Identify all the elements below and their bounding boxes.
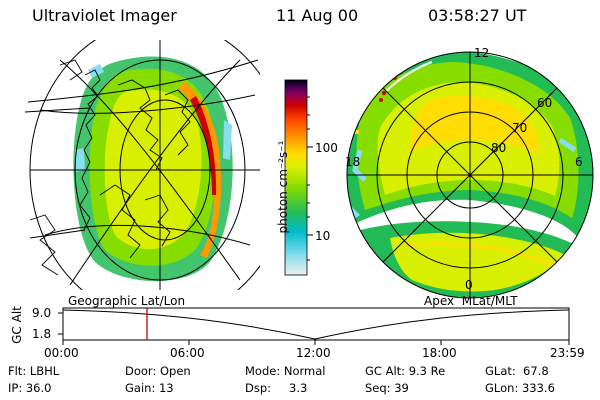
colorbar-unit-label: photon cm⁻²s⁻¹ (276, 140, 290, 234)
orbit-xtick-3: 18:00 (422, 346, 457, 360)
orbit-xtick-1: 06:00 (170, 346, 205, 360)
seq-info: Seq: 39 (365, 381, 409, 395)
mlat-label-70: 70 (512, 121, 528, 135)
colorbar (284, 79, 308, 276)
mlt-label-12: 12 (474, 46, 490, 60)
right-map-caption: Apex MLat/MLT (424, 294, 518, 308)
geographic-map (27, 40, 260, 290)
polar-grid (346, 51, 594, 299)
mlt-label-18: 18 (345, 155, 361, 169)
altitude-curve (62, 309, 570, 340)
orbit-ytick-high: 9.0 (32, 306, 52, 320)
glon-info: GLon: 333.6 (485, 381, 555, 395)
dsp-label: Dsp: (245, 381, 272, 395)
orbit-ylabel: GC Alt (10, 306, 24, 344)
filter-info: Flt: LBHL (8, 364, 60, 378)
mlat-label-60: 60 (537, 96, 553, 110)
orbit-plot-frame (62, 307, 570, 341)
left-map-caption: Geographic Lat/Lon (68, 294, 186, 308)
coastlines (29, 59, 191, 276)
orbit-xtick-2: 12:00 (296, 346, 331, 360)
mlt-label-0: 0 (465, 278, 473, 292)
dsp-value: 3.3 (289, 381, 308, 395)
gain-info: Gain: 13 (125, 381, 174, 395)
colorbar-tick-10: 10 (315, 229, 331, 243)
ip-info: IP: 36.0 (8, 381, 52, 395)
orbit-ytick-low: 1.8 (32, 327, 52, 341)
mlt-label-6: 6 (575, 155, 583, 169)
date-label: 11 Aug 00 (276, 6, 359, 25)
orbit-xtick-4: 23:59 (550, 346, 585, 360)
gc-alt-info: GC Alt: 9.3 Re (365, 364, 446, 378)
door-info: Door: Open (125, 364, 191, 378)
mlat-label-80: 80 (491, 141, 507, 155)
orbit-xtick-0: 00:00 (44, 346, 79, 360)
image-speckle-left (75, 64, 232, 172)
time-label: 03:58:27 UT (428, 6, 527, 25)
colorbar-tick-100: 100 (315, 141, 338, 155)
instrument-title: Ultraviolet Imager (32, 6, 177, 25)
mode-info: Mode: Normal (245, 364, 326, 378)
glat-info: GLat: 67.8 (485, 364, 549, 378)
